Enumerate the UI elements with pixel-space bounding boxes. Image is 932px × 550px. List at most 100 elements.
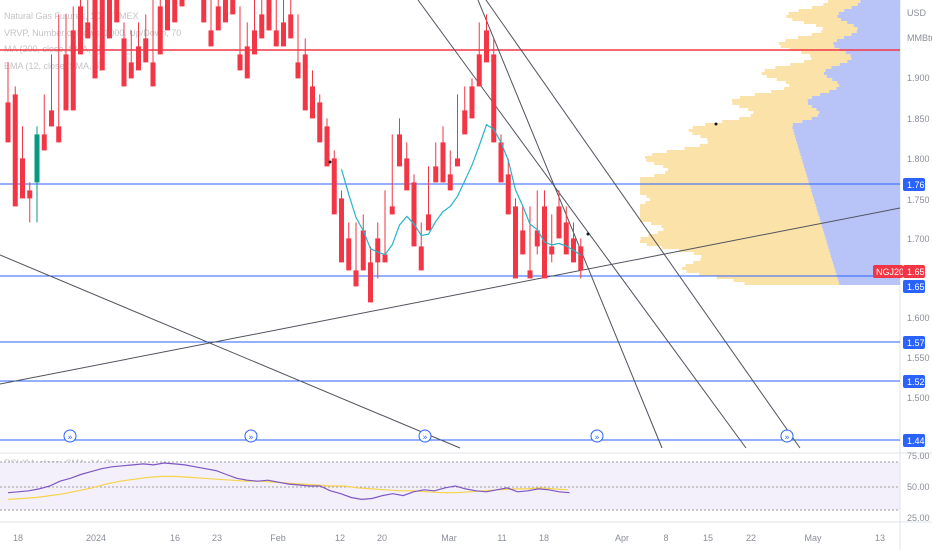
- vp-bar-up: [646, 159, 803, 162]
- vp-bar-down: [792, 123, 900, 126]
- vp-bar-up: [748, 108, 817, 111]
- vp-bar-up: [785, 81, 838, 84]
- vp-bar-up: [640, 204, 816, 207]
- event-markers[interactable]: » » » » »: [63, 429, 794, 443]
- vp-bar-up: [827, 0, 861, 3]
- vp-bar-down: [856, 30, 900, 33]
- candle: [498, 134, 504, 183]
- vp-bar-down: [836, 273, 900, 276]
- candle: [244, 22, 250, 79]
- vp-bar-up: [811, 33, 852, 36]
- vp-bar-down: [819, 111, 900, 114]
- price-tick: 1.500: [907, 393, 930, 403]
- date-tick: 12: [335, 533, 345, 543]
- candle: [353, 222, 359, 287]
- price-tag-1520: 1.520: [903, 375, 930, 388]
- vp-bar-up: [645, 201, 815, 204]
- legend-symbol: Natural Gas Futures, 1D, NYMEX: [4, 11, 139, 21]
- marker-dot: [714, 122, 718, 126]
- vp-bar-down: [823, 231, 900, 234]
- vp-bar-down: [811, 117, 900, 120]
- vp-bar-down: [845, 51, 900, 54]
- candle: [382, 190, 388, 263]
- svg-text:NGJ2024: NGJ2024: [876, 267, 914, 277]
- vp-bar-up: [640, 219, 821, 222]
- vp-bar-down: [860, 0, 900, 3]
- vp-bar-up: [811, 57, 852, 60]
- vp-bar-up: [640, 207, 817, 210]
- date-tick: 8: [663, 533, 668, 543]
- candle: [520, 206, 526, 255]
- vp-bar-up: [792, 18, 841, 21]
- time-axis: 18 2024 16 23 Feb 12 20 Mar 11 18 Apr 8 …: [13, 533, 885, 543]
- date-tick: 23: [212, 533, 222, 543]
- vp-bar-down: [833, 42, 900, 45]
- vp-bar-down: [803, 162, 900, 165]
- date-tick: 13: [875, 533, 885, 543]
- candle: [128, 30, 134, 79]
- vp-bar-down: [792, 126, 900, 129]
- candle: [85, 0, 91, 39]
- vp-bar-up: [815, 24, 854, 27]
- vp-bar-up: [654, 162, 804, 165]
- vp-bar-down: [837, 276, 900, 279]
- candle: [324, 118, 330, 167]
- vp-bar-down: [834, 45, 900, 48]
- vp-bar-down: [828, 246, 900, 249]
- vp-bar-up: [661, 246, 829, 249]
- volume-profile: [640, 0, 900, 285]
- vp-bar-up: [665, 171, 806, 174]
- symbol-tag: NGJ2024: [873, 265, 914, 278]
- trendline-falling-1[interactable]: [417, 0, 747, 449]
- event-icon[interactable]: »: [780, 429, 794, 443]
- vp-bar-up: [790, 63, 840, 66]
- vp-bar-up: [798, 36, 844, 39]
- trendline-falling-left[interactable]: [0, 254, 461, 449]
- vp-bar-down: [851, 33, 900, 36]
- candle: [114, 0, 120, 23]
- event-icon[interactable]: »: [63, 429, 77, 443]
- vp-bar-down: [825, 69, 900, 72]
- candle: [201, 0, 207, 23]
- trendline-falling-2[interactable]: [477, 0, 663, 449]
- vp-bar-up: [663, 228, 823, 231]
- trendline-falling-3[interactable]: [485, 0, 801, 449]
- vp-bar-up: [652, 153, 801, 156]
- trendline-rising[interactable]: [0, 207, 901, 385]
- date-tick: 11: [497, 533, 506, 543]
- vp-bar-down: [796, 141, 900, 144]
- candle: [295, 14, 301, 79]
- vp-bar-up: [776, 78, 833, 81]
- vp-bar-up: [778, 42, 834, 45]
- vp-bar-up: [701, 255, 831, 258]
- candle: [121, 22, 127, 87]
- event-icon[interactable]: »: [590, 429, 604, 443]
- candle: [462, 86, 468, 135]
- vp-bar-down: [832, 78, 900, 81]
- svg-text:»: »: [249, 433, 254, 442]
- candle: [107, 0, 112, 39]
- vp-bar-down: [851, 57, 900, 60]
- vp-bar-down: [820, 219, 900, 222]
- price-tick: 1.700: [907, 234, 930, 244]
- date-tick: 20: [377, 533, 387, 543]
- vp-bar-down: [837, 15, 900, 18]
- candle: [368, 246, 373, 303]
- vp-bar-up: [646, 195, 813, 198]
- vp-bar-down: [817, 114, 900, 117]
- event-icon[interactable]: »: [418, 429, 432, 443]
- vp-bar-down: [818, 213, 900, 216]
- date-tick: 18: [13, 533, 23, 543]
- rsi-background: [0, 462, 900, 510]
- svg-text:»: »: [785, 433, 790, 442]
- candle: [331, 150, 337, 215]
- candle: [172, 0, 178, 23]
- candle: [281, 0, 286, 47]
- vp-bar-down: [795, 138, 900, 141]
- candle: [411, 174, 417, 247]
- vp-bar-down: [834, 267, 900, 270]
- vp-bar-down: [826, 75, 900, 78]
- vp-bar-down: [851, 6, 900, 9]
- event-icon[interactable]: »: [244, 429, 258, 443]
